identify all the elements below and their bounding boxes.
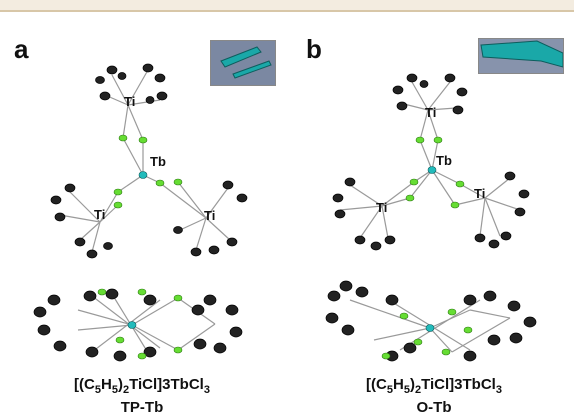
atom-label-ti-right-b: Ti (474, 186, 485, 201)
atom-label-ti-top: Ti (124, 94, 135, 109)
molecule-b-side (325, 280, 537, 362)
atom-label-ti-right: Ti (204, 208, 215, 223)
atom-label-ti-top-b: Ti (425, 105, 436, 120)
caption-b-formula: [(C5H5)2TiCl]3TbCl3 (366, 376, 502, 396)
crystal-photo-b (478, 38, 564, 74)
atom-label-ti-left: Ti (94, 207, 105, 222)
panel-label-b: b (306, 34, 322, 64)
caption-a-formula: [(C5H5)2TiCl]3TbCl3 (74, 376, 210, 396)
header-rule (0, 10, 574, 12)
caption-b: [(C5H5)2TiCl]3TbCl3 O-Tb (314, 376, 554, 417)
atom-label-tb: Tb (150, 154, 166, 169)
molecule-a-top: Ti Tb Ti Ti (50, 63, 248, 259)
panel-label-a: a (14, 34, 29, 64)
molecule-a-side (33, 288, 243, 362)
header-band (0, 0, 574, 10)
atom-label-ti-left-b: Ti (376, 200, 387, 215)
atom-label-tb-b: Tb (436, 153, 452, 168)
caption-a-name: TP-Tb (120, 399, 164, 416)
crystal-photo-a (210, 40, 276, 86)
caption-b-name: O-Tb (416, 399, 452, 416)
molecule-b-top: Ti Tb Ti Ti (332, 73, 530, 251)
caption-a: [(C5H5)2TiCl]3TbCl3 TP-Tb (22, 376, 262, 417)
